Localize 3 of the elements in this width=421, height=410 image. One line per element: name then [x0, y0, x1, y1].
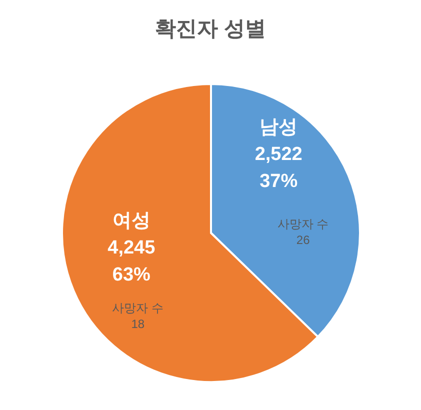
annotation: 사망자 수 18	[112, 301, 164, 332]
annotation: 사망자 수 26	[277, 217, 329, 248]
title: 확진자 성별	[155, 17, 266, 40]
